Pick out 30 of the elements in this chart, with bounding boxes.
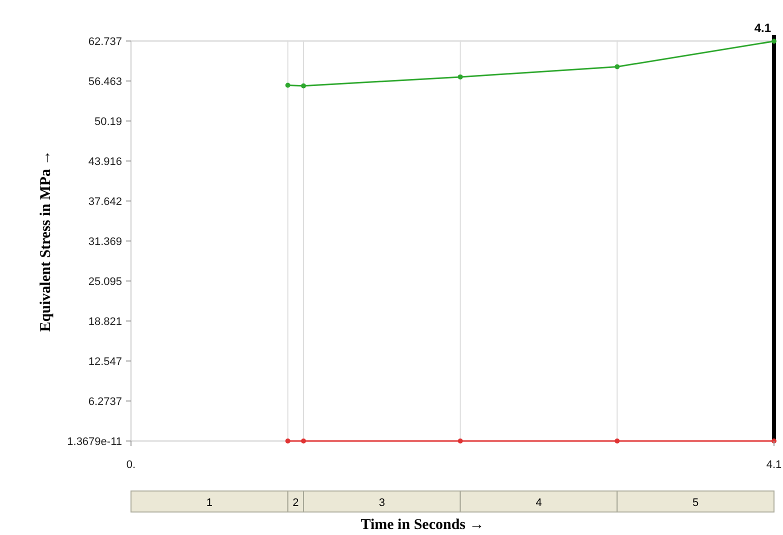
text: 5 [692, 497, 699, 509]
y-tick-label: 56.463 [88, 76, 122, 88]
text: 2 [292, 497, 299, 509]
y-tick-label: 31.369 [88, 236, 122, 248]
y-tick-label: 18.821 [88, 316, 122, 328]
x-tick-label: 0. [126, 459, 136, 471]
point [772, 38, 776, 44]
y-tick-label: 12.547 [88, 356, 122, 368]
y-tick-label: 37.642 [88, 196, 122, 208]
point [285, 438, 290, 444]
y-axis-title: Equivalent Stress in MPa → [38, 150, 54, 332]
y-tick-label: 1.3679e-11 [67, 436, 122, 448]
point [772, 438, 776, 444]
y-tick-label: 25.095 [88, 276, 122, 288]
point [614, 438, 620, 444]
y-tick-label: 62.737 [88, 36, 122, 48]
x-axis-title: Time in Seconds → [360, 517, 484, 533]
point [458, 438, 463, 444]
point [458, 74, 463, 80]
y-tick-label: 50.19 [94, 116, 122, 128]
point [301, 438, 306, 444]
point [614, 64, 620, 70]
text: 1 [206, 497, 212, 509]
point [285, 82, 290, 88]
point [301, 83, 306, 88]
y-tick-label: 43.916 [88, 156, 122, 168]
y-tick-label: 6.2737 [88, 396, 122, 408]
text: 4 [536, 497, 542, 509]
text: 3 [378, 497, 385, 509]
ref-line-label: 4.1 [754, 21, 772, 35]
